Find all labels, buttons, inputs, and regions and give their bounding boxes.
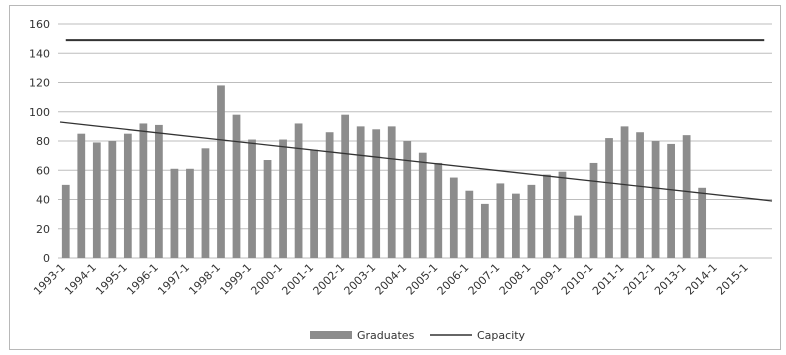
x-tick-label: 2014-1: [683, 261, 720, 298]
bar-graduates: [108, 141, 117, 258]
bar-graduates: [636, 132, 644, 258]
y-tick-label: 0: [43, 252, 50, 265]
bar-graduates: [356, 126, 365, 258]
legend-swatch-graduates: [310, 331, 352, 339]
x-tick-label: 2006-1: [435, 261, 472, 298]
bar-graduates: [667, 143, 675, 258]
bars-graduates: [61, 85, 707, 258]
bar-graduates: [574, 215, 582, 258]
y-tick-label: 120: [29, 77, 50, 90]
bar-graduates: [496, 183, 505, 258]
x-tick-label: 1994-1: [62, 261, 99, 298]
bar-graduates: [434, 162, 443, 258]
bar-graduates: [123, 133, 132, 258]
bar-graduates: [651, 141, 660, 258]
bar-graduates: [387, 126, 396, 258]
x-tick-label: 2001-1: [279, 261, 316, 298]
x-tick-label: 1998-1: [186, 261, 223, 298]
bar-graduates: [372, 129, 381, 258]
legend: Graduates Capacity: [310, 329, 526, 342]
bar-graduates: [527, 184, 536, 258]
bar-graduates: [232, 114, 241, 258]
bar-graduates: [589, 162, 598, 258]
bar-graduates: [465, 190, 474, 258]
bar-graduates: [263, 160, 272, 258]
y-axis-tick-labels: 0 20 40 60 80 100 120 140 160: [29, 18, 50, 265]
x-tick-label: 2003-1: [342, 261, 379, 298]
y-tick-label: 20: [36, 223, 50, 236]
bar-graduates: [186, 168, 194, 258]
bar-graduates: [294, 123, 303, 258]
chart-frame: 0 20 40 60 80 100 120 140 160 1993-1 1994-1 1995-1…: [9, 5, 781, 350]
trendline-graduates: [59, 121, 773, 202]
legend-label-capacity: Capacity: [477, 329, 526, 342]
bar-graduates: [698, 187, 707, 258]
bar-graduates: [77, 133, 86, 258]
y-tick-label: 40: [36, 194, 50, 207]
x-tick-label: 2008-1: [497, 261, 534, 298]
x-tick-label: 2012-1: [621, 261, 658, 298]
x-tick-label: 2010-1: [559, 261, 596, 298]
bar-graduates: [418, 152, 427, 258]
x-tick-label: 1996-1: [124, 261, 161, 298]
bar-graduates: [139, 123, 148, 258]
bar-graduates: [170, 168, 179, 258]
lines: [59, 39, 773, 202]
bar-graduates: [61, 184, 70, 258]
bar-graduates: [480, 203, 489, 258]
y-tick-label: 60: [36, 164, 50, 177]
bar-graduates: [512, 193, 520, 258]
chart-svg: 0 20 40 60 80 100 120 140 160 1993-11994-11995-1…: [29, 18, 773, 342]
y-tick-label: 100: [29, 106, 50, 119]
x-tick-label: 1997-1: [155, 261, 192, 298]
x-axis-tick-labels: 1993-11994-11995-11996-11997-11998-11999…: [31, 261, 751, 298]
bar-graduates: [217, 85, 225, 258]
bar-graduates: [201, 148, 210, 258]
bar-graduates: [279, 139, 287, 258]
x-tick-label: 2013-1: [652, 261, 689, 298]
bar-graduates: [325, 132, 334, 258]
bar-graduates: [543, 174, 551, 258]
bar-graduates: [403, 141, 412, 258]
bar-graduates: [155, 124, 163, 258]
y-tick-label: 80: [36, 135, 50, 148]
x-tick-label: 2015-1: [714, 261, 751, 298]
y-tick-label: 160: [29, 18, 50, 31]
x-tick-label: 2007-1: [466, 261, 503, 298]
x-tick-label: 2011-1: [590, 261, 627, 298]
bar-graduates: [682, 135, 691, 258]
x-tick-label: 1993-1: [31, 261, 68, 298]
bar-graduates: [558, 171, 567, 258]
bar-graduates: [605, 138, 613, 258]
bar-graduates: [620, 126, 629, 258]
y-tick-label: 140: [29, 47, 50, 60]
x-tick-label: 1999-1: [217, 261, 254, 298]
x-tick-label: 2004-1: [373, 261, 410, 298]
bar-graduates: [449, 177, 458, 258]
bar-graduates: [248, 139, 256, 258]
x-tick-label: 1995-1: [93, 261, 130, 298]
legend-label-graduates: Graduates: [357, 329, 415, 342]
bar-graduates: [310, 149, 318, 258]
bar-graduates: [341, 114, 350, 258]
bar-graduates: [92, 142, 101, 258]
x-tick-label: 2002-1: [311, 261, 348, 298]
x-tick-label: 2000-1: [248, 261, 285, 298]
x-tick-label: 2009-1: [528, 261, 565, 298]
x-tick-label: 2005-1: [404, 261, 441, 298]
gridlines: [58, 23, 772, 259]
